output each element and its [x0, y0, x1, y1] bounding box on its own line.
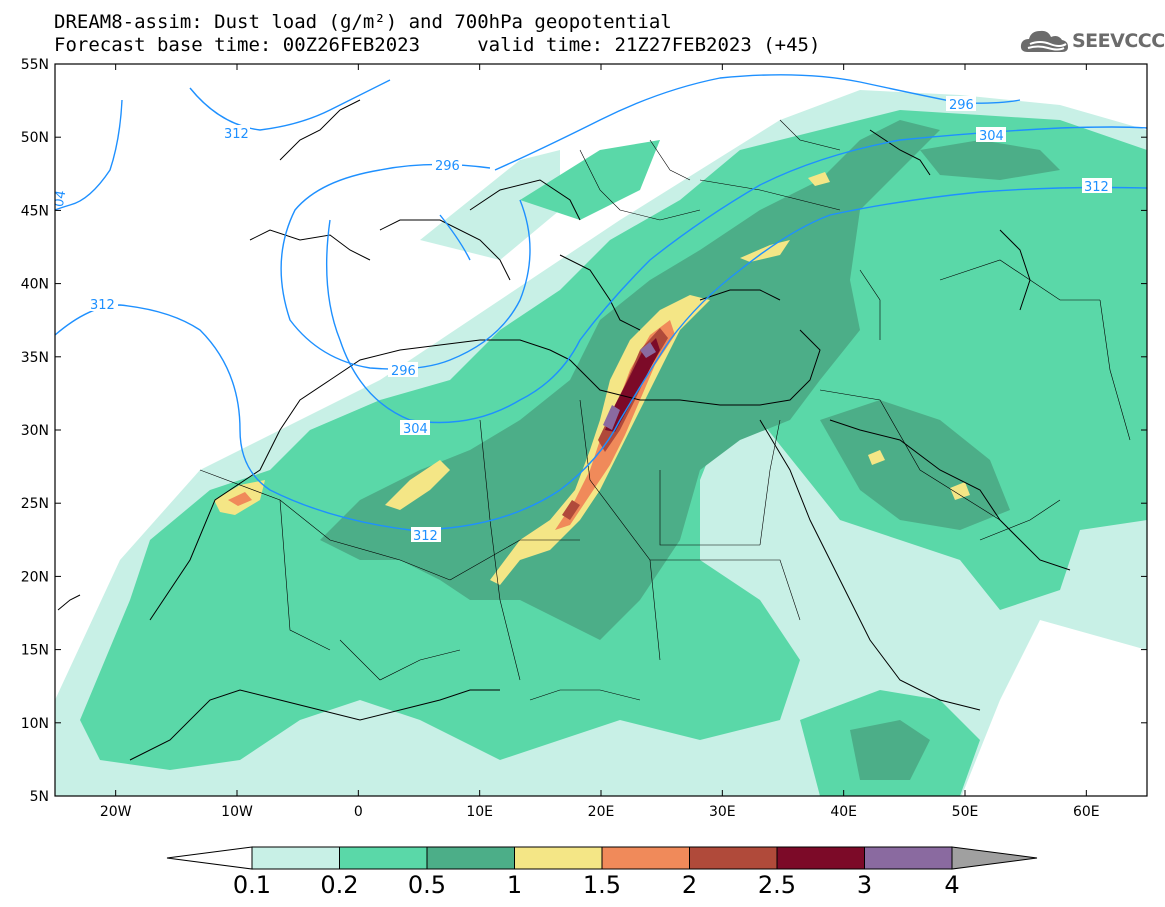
lat-tick-label: 40N: [21, 277, 49, 293]
lat-tick-label: 20N: [21, 569, 49, 585]
contour-label: 312: [224, 127, 249, 142]
colorbar-label: 4: [944, 871, 959, 899]
longitude-axis: 20W 10W 0 10E 20E 30E 40E 50E 60E: [100, 64, 1100, 820]
lon-tick-label: 60E: [1073, 804, 1100, 820]
lat-tick-label: 5N: [30, 789, 49, 805]
contour-312-nw: [189, 79, 391, 131]
dust-level-3: [603, 342, 656, 430]
contour-label: 296: [391, 364, 416, 379]
lon-tick-label: 20E: [588, 804, 615, 820]
colorbar-swatch: [426, 846, 515, 870]
colorbar-swatch: [601, 846, 690, 870]
geopotential-contours: [55, 74, 1147, 531]
colorbar-label: 0.2: [320, 871, 358, 899]
colorbar-label: 1.5: [583, 871, 621, 899]
colorbar-swatch: [339, 846, 428, 870]
lat-tick-label: 25N: [21, 496, 49, 512]
colorbar-over-triangle: [951, 846, 1038, 870]
contour-312-main: [55, 186, 1147, 531]
contour-label: 304: [979, 129, 1004, 144]
colorbar-label: 2: [682, 871, 697, 899]
contour-label: 296: [949, 98, 974, 113]
contour-304-main: [325, 126, 1147, 424]
colorbar-label: 3: [857, 871, 872, 899]
colorbar-swatch: [514, 846, 603, 870]
contour-label: 296: [435, 159, 460, 174]
lon-tick-label: 40E: [830, 804, 857, 820]
forecast-time-line: Forecast base time: 00Z26FEB2023 valid t…: [54, 34, 821, 56]
lon-tick-label: 50E: [952, 804, 979, 820]
contour-296-center: [280, 163, 531, 370]
lat-tick-label: 50N: [21, 130, 49, 146]
lat-tick-label: 15N: [21, 643, 49, 659]
latitude-axis: 5N 10N 15N 20N 25N 30N 35N 40N 45N 50N 55N: [21, 57, 1147, 805]
colorbar-swatch: [251, 846, 340, 870]
map-field: 312 296 312 296 304 312 296 304 312 04: [52, 64, 1147, 796]
contour-label: 04: [52, 189, 70, 208]
lon-tick-label: 10E: [466, 804, 493, 820]
contour-304-w: [55, 99, 123, 211]
contour-label: 312: [90, 298, 115, 313]
colorbar-label: 2.5: [758, 871, 796, 899]
map-title: DREAM8-assim: Dust load (g/m²) and 700hP…: [54, 11, 672, 33]
colorbar-swatch: [776, 846, 865, 870]
contour-seg: [439, 214, 471, 261]
lat-tick-label: 30N: [21, 423, 49, 439]
cloud-icon: [1020, 30, 1068, 52]
lon-tick-label: 10W: [221, 804, 253, 820]
contour-labels: 312 296 312 296 304 312 296 304 312 04: [52, 96, 1112, 544]
lat-tick-label: 55N: [21, 57, 49, 73]
seevccc-logo: SEEVCCC: [1020, 26, 1165, 56]
colorbar-under-triangle: [166, 846, 253, 870]
colorbar: 0.1 0.2 0.5 1 1.5 2 2.5 3 4: [166, 846, 1038, 899]
colorbar-swatch: [689, 846, 778, 870]
contour-label: 312: [1084, 180, 1109, 195]
lon-tick-label: 20W: [100, 804, 132, 820]
colorbar-label: 0.1: [233, 871, 271, 899]
lon-tick-label: 30E: [709, 804, 736, 820]
lat-tick-label: 35N: [21, 350, 49, 366]
country-borders: [199, 119, 1131, 701]
contour-label: 312: [413, 529, 438, 544]
contour-label: 304: [403, 422, 428, 437]
logo-text: SEEVCCC: [1072, 30, 1165, 52]
lat-tick-label: 45N: [21, 203, 49, 219]
lon-tick-label: 0: [354, 804, 363, 820]
lat-tick-label: 10N: [21, 716, 49, 732]
colorbar-label: 0.5: [408, 871, 446, 899]
colorbar-swatch: [864, 846, 953, 870]
colorbar-label: 1: [507, 871, 522, 899]
dust-level-2-5: [605, 338, 660, 432]
coastlines: [57, 99, 1071, 761]
